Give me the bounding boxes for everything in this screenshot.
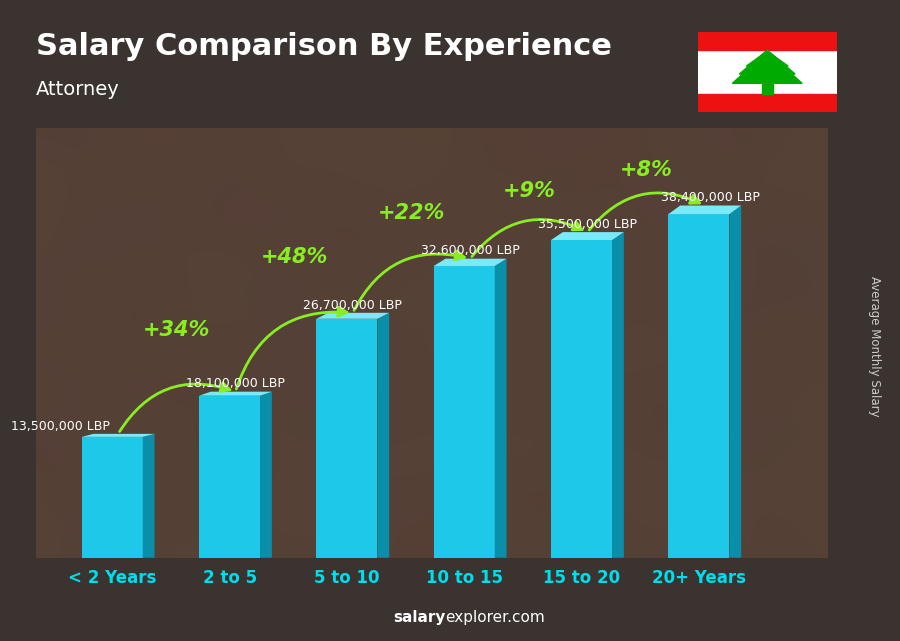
Polygon shape bbox=[143, 434, 155, 558]
Text: salary: salary bbox=[393, 610, 446, 625]
Text: +48%: +48% bbox=[260, 247, 328, 267]
Text: 32,600,000 LBP: 32,600,000 LBP bbox=[421, 244, 519, 258]
Polygon shape bbox=[746, 51, 788, 66]
Polygon shape bbox=[82, 434, 155, 437]
Polygon shape bbox=[260, 392, 272, 558]
Text: 38,400,000 LBP: 38,400,000 LBP bbox=[662, 191, 760, 204]
Text: +22%: +22% bbox=[378, 203, 446, 223]
Bar bbox=[698, 94, 837, 112]
Text: +8%: +8% bbox=[620, 160, 672, 179]
Text: 18,100,000 LBP: 18,100,000 LBP bbox=[186, 378, 285, 390]
Bar bbox=[761, 83, 773, 94]
Text: 35,500,000 LBP: 35,500,000 LBP bbox=[538, 218, 637, 231]
Text: Average Monthly Salary: Average Monthly Salary bbox=[868, 276, 881, 417]
Bar bbox=[199, 395, 260, 558]
Polygon shape bbox=[740, 50, 796, 74]
Text: 13,500,000 LBP: 13,500,000 LBP bbox=[11, 420, 110, 433]
Polygon shape bbox=[434, 259, 507, 266]
Text: +34%: +34% bbox=[143, 320, 211, 340]
Text: +9%: +9% bbox=[502, 181, 555, 201]
Polygon shape bbox=[199, 392, 272, 395]
Bar bbox=[551, 240, 612, 558]
Text: Salary Comparison By Experience: Salary Comparison By Experience bbox=[36, 32, 612, 61]
Bar bbox=[434, 266, 495, 558]
Text: explorer.com: explorer.com bbox=[446, 610, 545, 625]
Text: Attorney: Attorney bbox=[36, 80, 120, 99]
Bar bbox=[317, 319, 377, 558]
Polygon shape bbox=[551, 232, 624, 240]
Polygon shape bbox=[733, 52, 802, 83]
Polygon shape bbox=[729, 206, 742, 558]
Polygon shape bbox=[495, 259, 507, 558]
Bar bbox=[669, 214, 729, 558]
Polygon shape bbox=[669, 206, 742, 214]
Polygon shape bbox=[612, 232, 624, 558]
Bar bbox=[82, 437, 143, 558]
Polygon shape bbox=[377, 313, 389, 558]
Text: 26,700,000 LBP: 26,700,000 LBP bbox=[303, 299, 402, 312]
Bar bbox=[698, 32, 837, 50]
Polygon shape bbox=[317, 313, 389, 319]
